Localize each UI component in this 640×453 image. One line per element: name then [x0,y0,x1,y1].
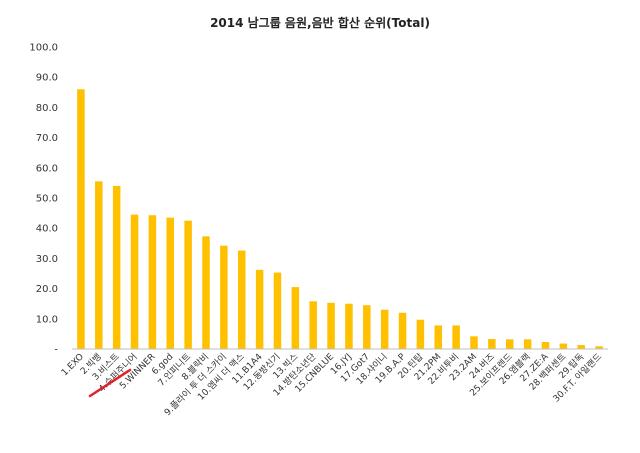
bar [255,269,264,349]
bar [452,325,460,349]
bar [488,339,496,349]
chart-title: 2014 남그룹 음원,음반 합산 순위(Total) [210,15,430,30]
y-tick-label: 100.0 [29,43,58,54]
bar [291,287,300,349]
bar [184,220,192,349]
bar [595,346,603,349]
bar [345,303,353,349]
bar [470,336,478,349]
bar [166,217,175,349]
bar [523,339,532,349]
red-annotation-stroke [88,368,132,398]
bar [327,302,335,349]
bar [220,245,228,349]
y-tick-label: 50.0 [36,194,58,205]
bar [363,305,371,349]
bar [237,250,246,349]
bar [273,272,282,349]
y-tick-label: 10.0 [36,314,58,325]
bar [559,343,568,349]
bar [148,215,157,349]
y-tick-label: 40.0 [36,224,58,235]
bar [95,181,103,349]
y-tick-label: 80.0 [36,103,58,114]
y-tick-label: 30.0 [36,254,58,265]
bar [77,89,85,349]
bar [112,185,121,349]
y-tick-label: 60.0 [36,163,58,174]
y-tick-label: 90.0 [36,73,58,84]
y-tick-label: 70.0 [36,133,58,144]
bar [202,236,210,349]
bar [398,312,407,349]
y-tick-label: - [54,345,58,356]
bar [541,342,550,349]
y-axis-ticks: - 10.0 20.0 30.0 40.0 50.0 60.0 70.0 80.0 90.0 100… [29,43,58,356]
bar [416,319,425,349]
bars [77,89,603,349]
bar [505,339,514,349]
bar [130,214,139,349]
bar [577,345,585,349]
bar [380,309,389,349]
bar [434,325,443,349]
y-tick-label: 20.0 [36,284,58,295]
bar [309,301,317,349]
x-axis-labels: 1.EXO2.빅뱅3.비스트4.슈퍼주니어5.WINNER6.god7.인피니트… [60,351,604,418]
